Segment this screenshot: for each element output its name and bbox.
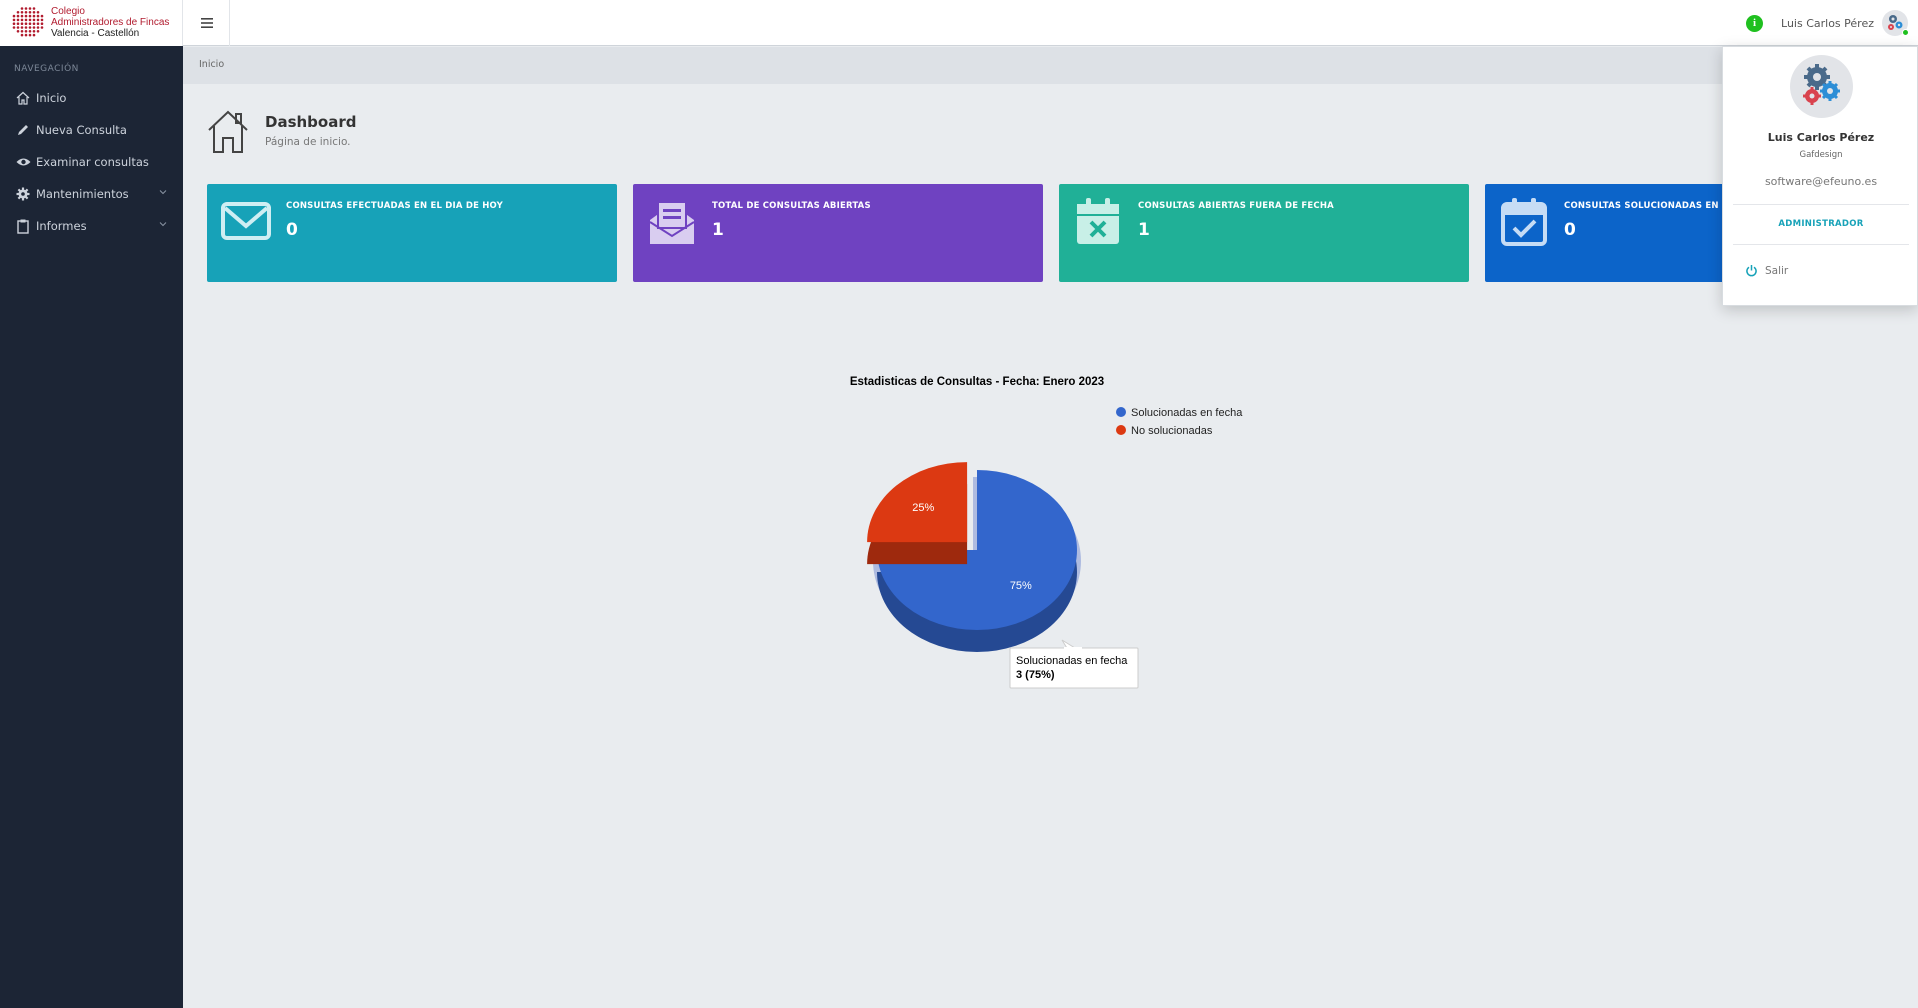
page-title: Dashboard — [265, 113, 357, 131]
sidebar-item-label: Informes — [36, 219, 87, 233]
online-status-dot — [1902, 29, 1909, 36]
divider — [1733, 244, 1909, 245]
stat-card-hoy[interactable]: CONSULTAS EFECTUADAS EN EL DIA DE HOY 0 — [207, 184, 617, 282]
breadcrumb-item-inicio[interactable]: Inicio — [199, 59, 225, 70]
chart-tooltip: Solucionadas en fecha 3 (75%) — [1009, 639, 1139, 689]
stat-card-label: CONSULTAS SOLUCIONADAS EN EL — [1564, 201, 1734, 211]
pie-chart-svg: Estadisticas de Consultas - Fecha: Enero… — [850, 376, 1243, 689]
page-header: Dashboard Página de inicio. — [207, 108, 607, 158]
sidebar-item-inicio[interactable]: Inicio — [0, 82, 183, 114]
slice-2 — [867, 462, 968, 543]
logout-label: Salir — [1765, 264, 1789, 277]
legend-marker — [1116, 407, 1126, 417]
nav-header: NAVEGACIÓN — [14, 64, 79, 74]
sidebar-item-label: Mantenimientos — [36, 187, 129, 201]
logout-button[interactable]: Salir — [1745, 264, 1788, 277]
tooltip-joint — [1064, 647, 1082, 650]
dropdown-role: ADMINISTRADOR — [1778, 219, 1864, 229]
sidebar-item-examinar-consultas[interactable]: Examinar consultas — [0, 146, 183, 178]
chevron-down-icon — [159, 222, 167, 227]
sidebar: NAVEGACIÓN Inicio Nueva Consulta Examina… — [0, 46, 183, 1008]
slice-percent-label: 75% — [1010, 580, 1032, 592]
logo-line-3: Valencia - Castellón — [51, 28, 140, 39]
logo-line-1: Colegio — [51, 6, 85, 17]
breadcrumb: Inicio — [183, 47, 1918, 84]
eye-icon — [15, 154, 31, 170]
avatar — [1790, 55, 1853, 118]
chevron-down-icon — [159, 190, 167, 195]
divider — [1733, 204, 1909, 205]
tooltip-value: 3 (75%) — [1016, 669, 1055, 681]
gears-icon — [1803, 64, 1840, 105]
sidebar-item-label: Inicio — [36, 91, 67, 105]
sidebar-item-informes[interactable]: Informes — [0, 210, 183, 242]
dropdown-company: Gafdesign — [1799, 150, 1843, 160]
stat-card-abiertas[interactable]: TOTAL DE CONSULTAS ABIERTAS 1 — [633, 184, 1043, 282]
pencil-icon — [15, 122, 31, 138]
top-navbar: Colegio Administradores de Fincas Valenc… — [0, 0, 1918, 46]
sidebar-item-mantenimientos[interactable]: Mantenimientos — [0, 178, 183, 210]
hamburger-menu-icon — [200, 18, 213, 28]
topbar-user-name[interactable]: Luis Carlos Pérez — [1781, 16, 1874, 30]
slice-percent-label: 25% — [912, 502, 934, 514]
gear-icon — [15, 186, 31, 202]
tooltip-box — [1009, 647, 1139, 689]
sidebar-item-label: Examinar consultas — [36, 155, 149, 169]
calendar-x-icon — [1077, 198, 1119, 244]
info-icon[interactable]: i — [1746, 14, 1764, 32]
logo-text: Colegio Administradores de Fincas Valenc… — [51, 6, 169, 39]
chart-legend: Solucionadas en fecha No solucionadas — [1116, 407, 1243, 437]
stat-card-label: CONSULTAS EFECTUADAS EN EL DIA DE HOY — [286, 201, 504, 211]
stat-card-label: CONSULTAS ABIERTAS FUERA DE FECHA — [1138, 201, 1334, 211]
logo-icon — [12, 7, 44, 37]
sidebar-item-nueva-consulta[interactable]: Nueva Consulta — [0, 114, 183, 146]
pie-slices: 75% 25% — [867, 462, 1081, 652]
dropdown-user-name: Luis Carlos Pérez — [1767, 131, 1875, 144]
page-subtitle: Página de inicio. — [265, 136, 351, 148]
legend-marker — [1116, 425, 1126, 435]
stat-card-value: 1 — [1138, 220, 1150, 240]
clipboard-icon — [15, 218, 31, 234]
home-icon — [208, 110, 248, 153]
gears-icon — [1888, 15, 1903, 30]
user-dropdown: Luis Carlos Pérez Gafdesign software@efe… — [1722, 46, 1918, 306]
stat-card-fuera-fecha[interactable]: CONSULTAS ABIERTAS FUERA DE FECHA 1 — [1059, 184, 1469, 282]
legend-label: No solucionadas — [1131, 425, 1213, 437]
calendar-check-icon — [1501, 198, 1547, 246]
envelope-icon — [221, 202, 271, 240]
menu-toggle-button[interactable] — [184, 0, 230, 46]
power-icon — [1746, 265, 1757, 277]
slice-1 — [877, 470, 1077, 630]
tooltip-series-name: Solucionadas en fecha — [1016, 655, 1128, 667]
dropdown-email: software@efeuno.es — [1764, 175, 1878, 188]
envelope-open-icon — [649, 201, 695, 244]
stat-card-label: TOTAL DE CONSULTAS ABIERTAS — [712, 201, 871, 211]
home-icon — [15, 90, 31, 106]
sidebar-item-label: Nueva Consulta — [36, 123, 127, 137]
stat-card-value: 1 — [712, 220, 724, 240]
stat-card-value: 0 — [1564, 220, 1576, 240]
chart-title: Estadisticas de Consultas - Fecha: Enero… — [850, 376, 1104, 388]
stat-card-value: 0 — [286, 220, 298, 240]
logo-line-2: Administradores de Fincas — [51, 17, 170, 28]
legend-label: Solucionadas en fecha — [1131, 407, 1243, 419]
pie-chart: Estadisticas de Consultas - Fecha: Enero… — [800, 360, 1260, 720]
brand-logo[interactable]: Colegio Administradores de Fincas Valenc… — [0, 0, 183, 46]
topbar-user-area: i Luis Carlos Pérez — [1746, 0, 1918, 46]
avatar[interactable] — [1882, 10, 1909, 36]
